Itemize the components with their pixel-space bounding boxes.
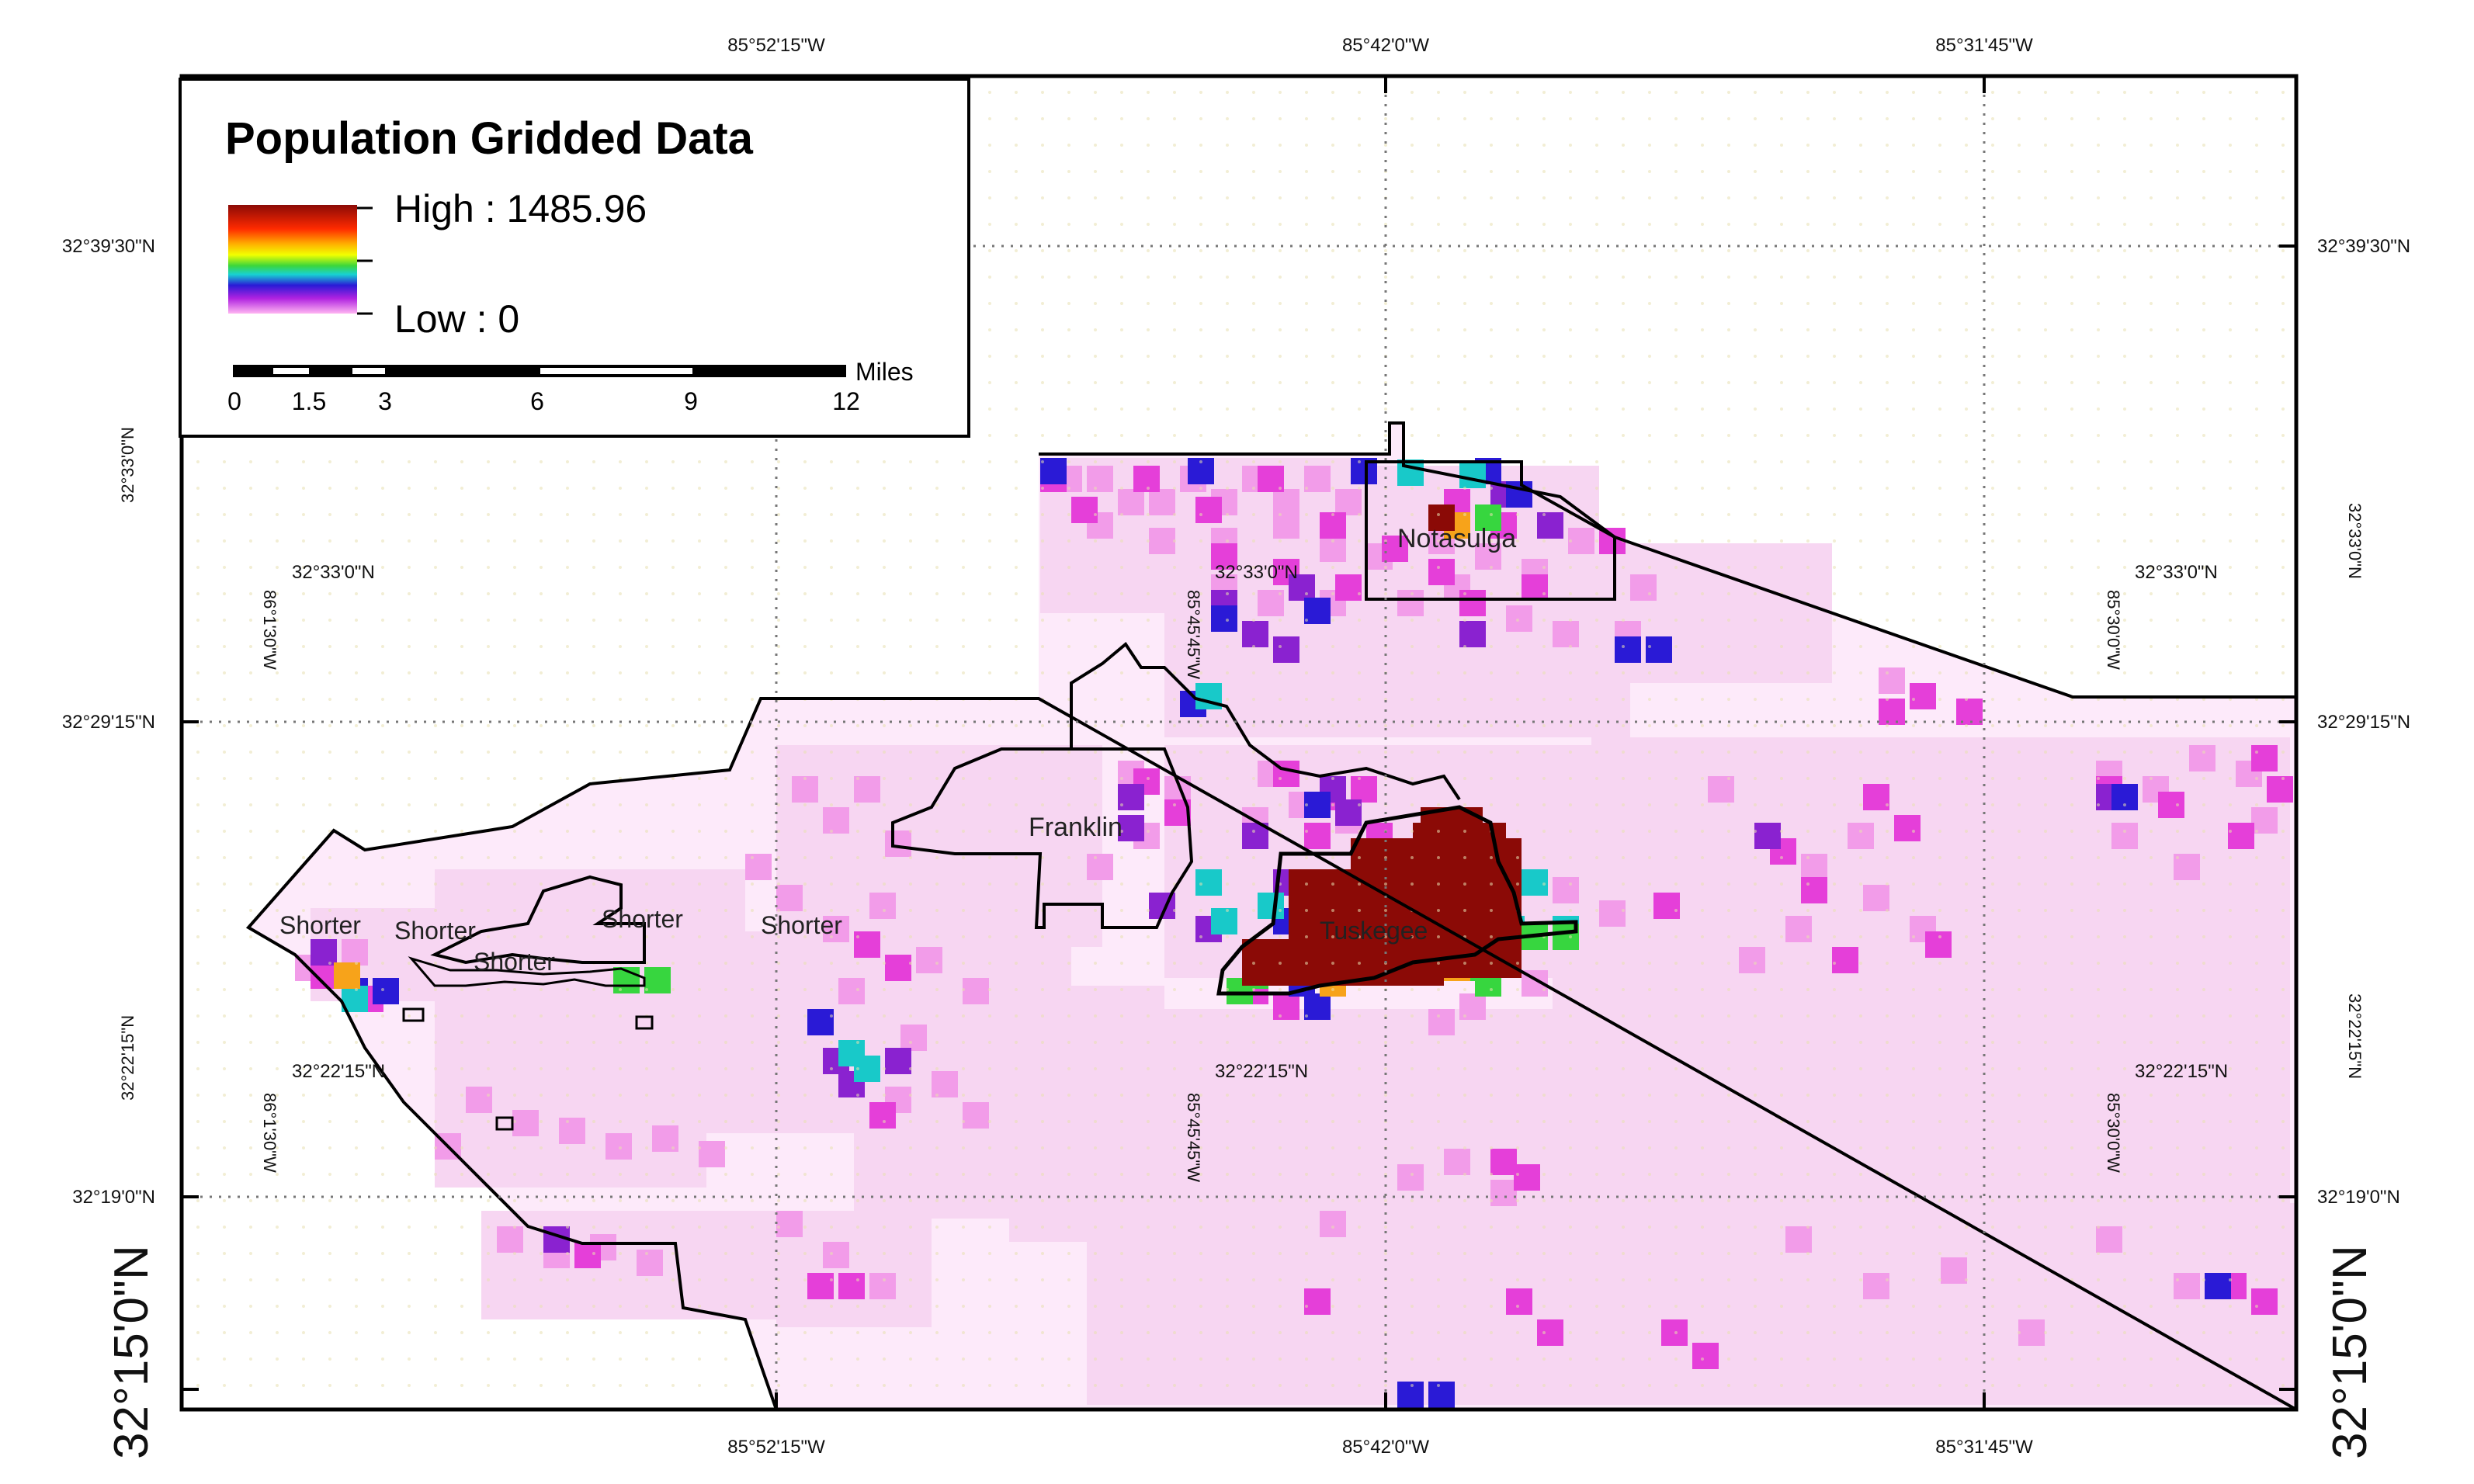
legend-low-label: Low : 0 xyxy=(394,297,519,341)
place-label-franklin: Franklin xyxy=(1029,813,1122,842)
frame-side-lat-left-2: 32°22'15"N xyxy=(118,1015,137,1101)
right-lat-label-1: 32°39'30"N xyxy=(2317,236,2410,257)
place-label-shorter-3: Shorter xyxy=(602,905,683,933)
franklin-north-boundary xyxy=(1070,642,1461,801)
inner-lat-label-1a: 32°33'0"N xyxy=(292,562,375,583)
inner-lat-label-2a: 32°22'15"N xyxy=(292,1061,385,1082)
right-lat-label-3: 32°19'0"N xyxy=(2317,1187,2400,1208)
shorter-boundary-2 xyxy=(408,956,646,987)
bottom-lon-label-2: 85°42'0"W xyxy=(1342,1437,1429,1458)
inner-lon-label-3a: 85°30'0"W xyxy=(2104,590,2123,670)
legend-high-label: High : 1485.96 xyxy=(394,187,647,231)
top-lon-label-2: 85°42'0"W xyxy=(1342,35,1429,56)
franklin-boundary xyxy=(891,747,1194,929)
map-body xyxy=(179,74,2299,1412)
inner-lat-label-1b: 32°33'0"N xyxy=(1215,562,1298,583)
place-label-notasulga: Notasulga xyxy=(1397,524,1516,553)
shorter-boundary-3 xyxy=(402,1007,654,1131)
place-label-shorter-2: Shorter xyxy=(394,917,476,945)
bottom-lon-label-3: 85°31'45"W xyxy=(1935,1437,2033,1458)
top-lon-label-3: 85°31'45"W xyxy=(1935,35,2033,56)
inner-lon-label-1b: 86°1'30"W xyxy=(260,1093,279,1173)
legend-color-ramp xyxy=(228,205,357,314)
left-lat-label-2: 32°29'15"N xyxy=(62,712,155,733)
frame-side-lat-left-1: 32°33'0"N xyxy=(118,427,137,503)
place-label-shorter-5: Shorter xyxy=(474,948,555,976)
left-lat-label-1: 32°39'30"N xyxy=(62,236,155,257)
place-label-shorter-4: Shorter xyxy=(761,911,842,939)
top-lon-label-1: 85°52'15"W xyxy=(727,35,825,56)
tuskegee-boundary xyxy=(1216,805,1578,996)
inner-lat-label-2c: 32°22'15"N xyxy=(2135,1061,2228,1082)
place-label-tuskegee: Tuskegee xyxy=(1320,917,1428,945)
scale-bar: 0 1.5 3 6 9 12 Miles xyxy=(227,358,914,415)
scale-tick-5: 12 xyxy=(832,387,860,415)
county-boundary xyxy=(245,421,2296,1409)
right-lat-label-2: 32°29'15"N xyxy=(2317,712,2410,733)
inner-lon-label-1a: 86°1'30"W xyxy=(260,590,279,670)
coordinate-labels: 85°52'15"W 85°42'0"W 85°31'45"W 85°52'15… xyxy=(62,35,2410,1459)
left-corner-lat-label: 32°15'0"N xyxy=(105,1245,158,1459)
place-label-shorter-1: Shorter xyxy=(279,911,361,939)
inner-lon-label-2a: 85°45'45"W xyxy=(1184,590,1203,679)
scale-tick-1: 1.5 xyxy=(292,387,326,415)
inner-lon-label-3b: 85°30'0"W xyxy=(2104,1093,2123,1173)
inner-lat-label-2b: 32°22'15"N xyxy=(1215,1061,1308,1082)
scale-tick-2: 3 xyxy=(378,387,392,415)
inner-lat-label-1c: 32°33'0"N xyxy=(2135,562,2218,583)
frame-side-lat-right-1: 32°33'0"N xyxy=(2345,503,2365,579)
map-neatline xyxy=(179,74,2299,1412)
frame-side-lat-right-2: 32°22'15"N xyxy=(2345,993,2365,1079)
place-labels: Notasulga Franklin Tuskegee Shorter Shor… xyxy=(279,524,1516,976)
bottom-lon-label-1: 85°52'15"W xyxy=(727,1437,825,1458)
shorter-boundary-1 xyxy=(430,875,646,965)
scale-tick-3: 6 xyxy=(530,387,544,415)
scale-tick-4: 9 xyxy=(684,387,698,415)
inner-lon-label-2b: 85°45'45"W xyxy=(1184,1093,1203,1182)
right-corner-lat-label: 32°15'0"N xyxy=(2323,1245,2377,1459)
scale-tick-0: 0 xyxy=(227,387,241,415)
legend: Population Gridded Data High : 1485.96 L… xyxy=(179,78,970,438)
left-lat-label-3: 32°19'0"N xyxy=(72,1187,155,1208)
scale-unit: Miles xyxy=(855,358,914,386)
graticule xyxy=(182,76,2296,1409)
legend-title: Population Gridded Data xyxy=(225,113,754,164)
notasulga-boundary xyxy=(1365,460,1616,601)
